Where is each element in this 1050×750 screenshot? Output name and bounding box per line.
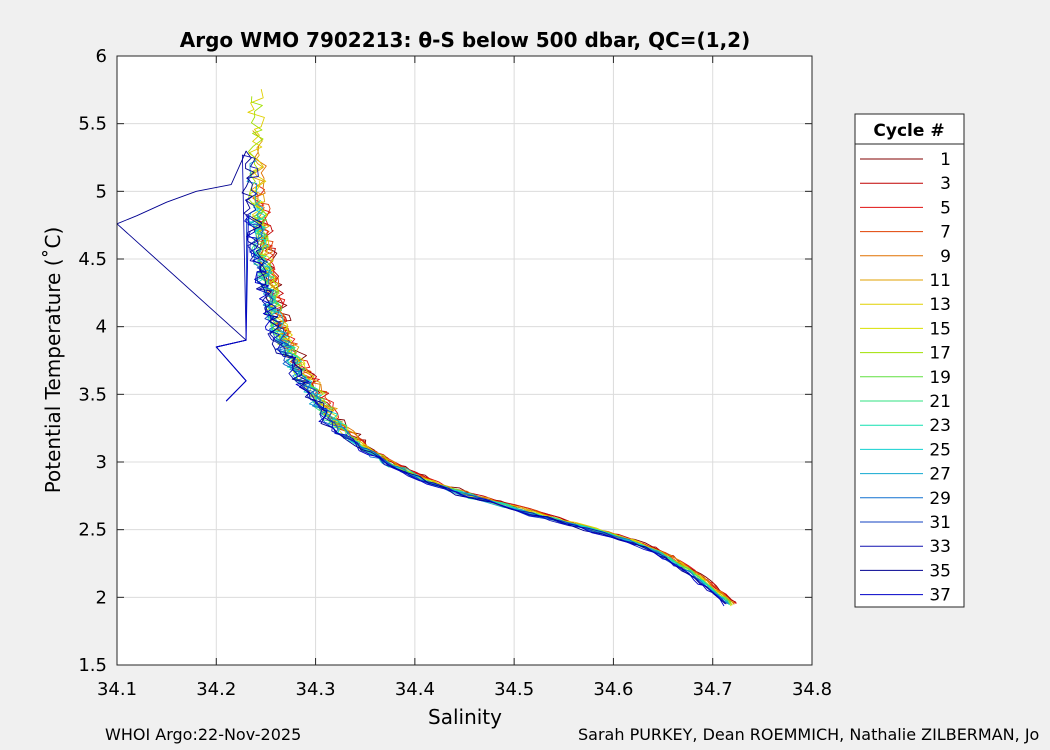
x-tick-label: 34.4 (395, 679, 435, 700)
legend-label-29: 29 (929, 489, 951, 509)
legend-title: Cycle # (873, 121, 944, 141)
legend-label-25: 25 (929, 440, 951, 460)
legend: Cycle # 13579111315171921232527293133353… (854, 113, 965, 608)
x-tick-label: 34.8 (792, 679, 832, 700)
x-tick-label: 34.2 (196, 679, 236, 700)
y-tick-label: 2 (96, 587, 107, 608)
x-tick-label: 34.3 (296, 679, 336, 700)
legend-label-31: 31 (929, 513, 951, 533)
legend-label-5: 5 (940, 198, 951, 218)
legend-label-19: 19 (929, 368, 951, 388)
axis-ticks: 34.1 34.2 34.3 34.4 34.5 34.6 34.7 34.81.522.53… (78, 46, 832, 700)
cycle-35-line (116, 150, 726, 605)
legend-label-13: 13 (929, 295, 951, 315)
legend-label-33: 33 (929, 537, 951, 557)
x-tick-label: 34.5 (494, 679, 534, 700)
cycle-33-line (215, 154, 727, 605)
legend-label-1: 1 (940, 150, 951, 170)
y-tick-label: 6 (96, 46, 107, 67)
y-tick-label: 3.5 (78, 384, 107, 405)
legend-label-35: 35 (929, 561, 951, 581)
legend-box (854, 113, 965, 608)
legend-label-9: 9 (940, 247, 951, 267)
y-tick-label: 1.5 (78, 655, 107, 676)
y-tick-label: 5 (96, 181, 107, 202)
x-tick-label: 34.6 (593, 679, 633, 700)
footer-credits: Sarah PURKEY, Dean ROEMMICH, Nathalie ZI… (578, 725, 1040, 744)
legend-label-15: 15 (929, 319, 951, 339)
cycle-37-line (215, 215, 725, 607)
y-tick-label: 4 (96, 317, 107, 338)
footer-date: WHOI Argo:22-Nov-2025 (105, 725, 302, 744)
y-tick-label: 3 (96, 452, 107, 473)
legend-label-21: 21 (929, 392, 951, 412)
y-axis-label: Potential Temperature (˚C) (41, 227, 65, 494)
legend-label-11: 11 (929, 271, 951, 291)
legend-label-3: 3 (940, 174, 951, 194)
chart-title: Argo WMO 7902213: θ-S below 500 dbar, QC… (180, 28, 750, 52)
plot-frame (116, 55, 813, 666)
data-series (116, 88, 737, 607)
y-tick-label: 5.5 (78, 114, 107, 135)
legend-label-37: 37 (929, 586, 951, 606)
legend-label-23: 23 (929, 416, 951, 436)
legend-label-27: 27 (929, 465, 951, 485)
x-tick-label: 34.1 (97, 679, 137, 700)
plot-area (117, 56, 812, 665)
x-tick-label: 34.7 (693, 679, 733, 700)
y-tick-label: 2.5 (78, 520, 107, 541)
x-axis-label: Salinity (428, 705, 502, 729)
legend-label-7: 7 (940, 223, 951, 243)
y-tick-label: 4.5 (78, 249, 107, 270)
legend-label-17: 17 (929, 344, 951, 364)
grid-lines (117, 56, 812, 665)
